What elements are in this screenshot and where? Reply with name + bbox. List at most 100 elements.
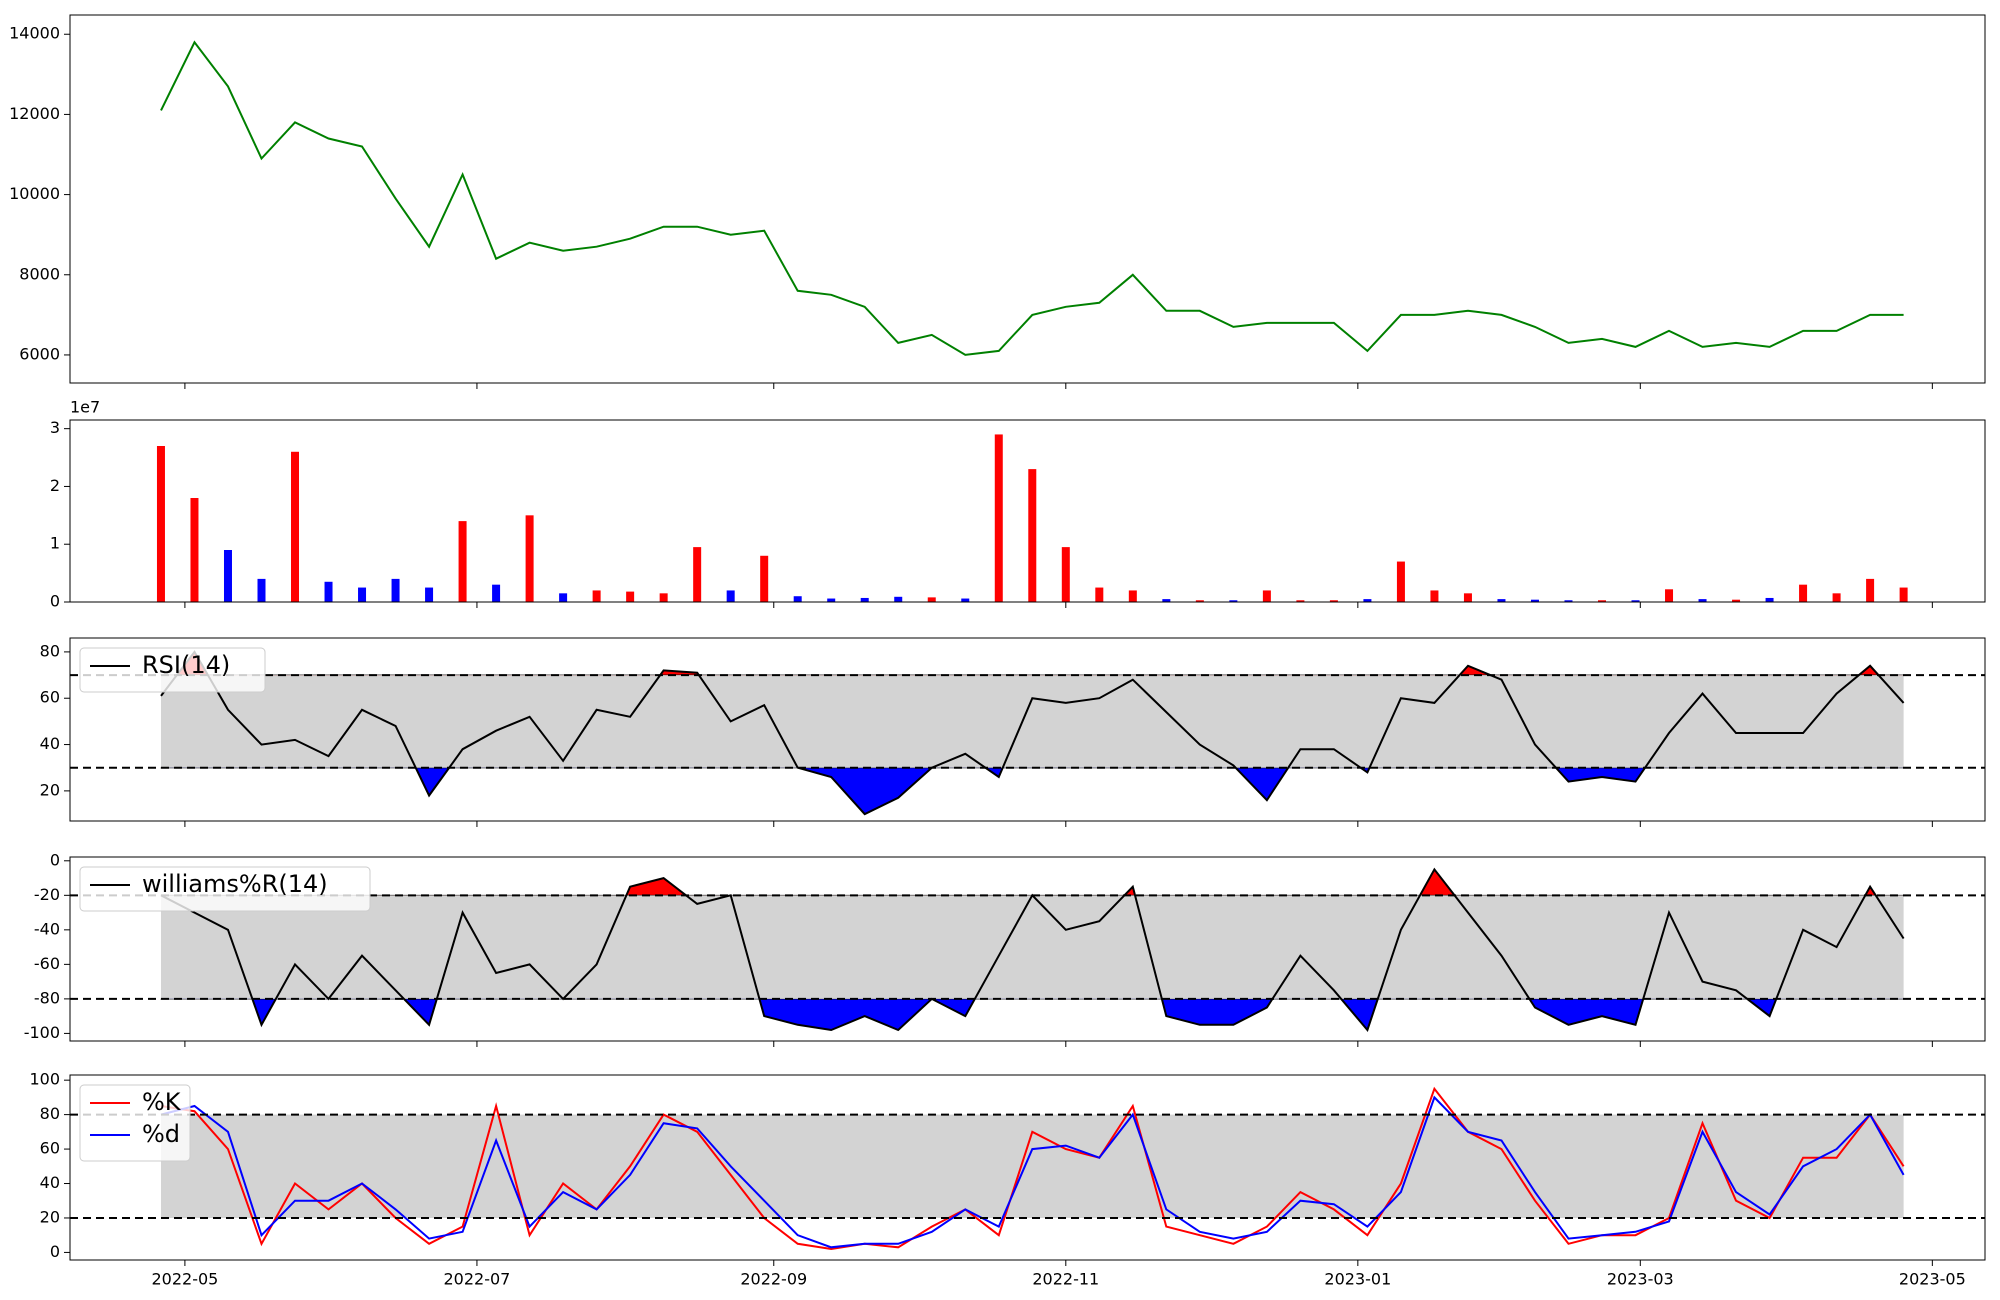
plot-area xyxy=(156,434,1908,602)
y-tick-label: 80 xyxy=(40,641,60,660)
volume-bar xyxy=(793,596,802,602)
axes-frame xyxy=(69,637,1986,822)
y-tick-label: 60 xyxy=(40,688,60,707)
volume-bar xyxy=(726,590,735,602)
legend-label: %K xyxy=(142,1088,182,1116)
y-tick-label: 0 xyxy=(50,592,60,611)
volume-bar xyxy=(1463,593,1472,602)
volume-bar xyxy=(961,598,970,602)
series-line xyxy=(160,40,1904,356)
axes-frame xyxy=(69,856,1986,1042)
volume-bar xyxy=(1396,561,1405,602)
y-tick-label: -100 xyxy=(24,1023,60,1042)
volume-bar xyxy=(1665,589,1674,602)
volume-bar xyxy=(927,597,936,602)
y-tick-label: 100 xyxy=(29,1070,60,1089)
volume-bar xyxy=(391,578,400,602)
volume-bar xyxy=(1732,599,1741,602)
volume-bar xyxy=(1631,600,1640,602)
volume-bar xyxy=(693,547,702,602)
axes-frame xyxy=(69,14,1986,384)
legend-label: %d xyxy=(142,1120,180,1148)
volume-bar xyxy=(458,521,467,602)
y-tick-label: -80 xyxy=(34,988,60,1007)
y-tick-label: -60 xyxy=(34,954,60,973)
volume-bar xyxy=(1162,599,1171,602)
volume-bar xyxy=(1497,599,1506,602)
legend-box xyxy=(79,647,266,693)
legend: williams%R(14) xyxy=(79,866,371,912)
volume-bar xyxy=(492,584,501,602)
y-tick-label: 20 xyxy=(40,1207,60,1226)
y-tick-label: -20 xyxy=(34,885,60,904)
volume-bar xyxy=(1095,587,1104,602)
legend-label: RSI(14) xyxy=(142,651,230,679)
volume-bar xyxy=(257,578,266,602)
y-offset-label: 1e7 xyxy=(70,398,100,417)
plot-area xyxy=(160,40,1904,356)
volume-bar xyxy=(1262,590,1271,602)
volume-bar xyxy=(860,597,869,602)
volume-bar xyxy=(1799,584,1808,602)
volume-bar xyxy=(324,581,333,602)
volume-bar xyxy=(894,596,903,602)
volume-bar xyxy=(626,591,635,602)
series-line xyxy=(160,1095,1905,1249)
volume-bar xyxy=(592,590,601,602)
volume-bar xyxy=(1028,469,1037,602)
legend-label: williams%R(14) xyxy=(142,870,328,898)
volume-bar xyxy=(358,587,367,602)
volume-bar xyxy=(425,587,434,602)
volume-bar xyxy=(1128,590,1137,602)
volume-bar xyxy=(190,498,199,602)
y-tick-label: 8000 xyxy=(19,264,60,283)
volume-bar xyxy=(760,555,769,602)
x-tick-label: 2022-07 xyxy=(444,1270,511,1289)
x-tick-label: 2023-01 xyxy=(1324,1270,1391,1289)
x-tick-label: 2022-05 xyxy=(151,1270,218,1289)
x-tick-label: 2022-09 xyxy=(740,1270,807,1289)
volume-bar xyxy=(1329,600,1338,602)
series-line xyxy=(160,650,1905,816)
threshold-band xyxy=(160,1114,1904,1218)
y-tick-label: 40 xyxy=(40,1173,60,1192)
y-tick-label: 2 xyxy=(50,476,60,495)
axes-frame xyxy=(69,1074,1986,1261)
series-line xyxy=(160,1086,1905,1251)
x-tick-label: 2023-05 xyxy=(1899,1270,1966,1289)
y-tick-label: 40 xyxy=(40,734,60,753)
overbought-fill xyxy=(160,650,1905,676)
volume-bar xyxy=(1765,597,1774,602)
y-tick-label: 3 xyxy=(50,418,60,437)
volume-bar xyxy=(291,451,300,602)
volume-bar xyxy=(156,446,165,602)
y-tick-label: 60 xyxy=(40,1139,60,1158)
y-tick-label: -40 xyxy=(34,919,60,938)
volume-bar xyxy=(827,598,836,602)
volume-bar xyxy=(1832,593,1841,602)
threshold-band xyxy=(160,895,1904,999)
y-tick-label: 10000 xyxy=(9,184,60,203)
volume-bar xyxy=(1698,599,1707,602)
volume-bar xyxy=(223,550,232,602)
volume-bar xyxy=(559,593,568,602)
volume-bar xyxy=(1296,600,1305,602)
threshold-band xyxy=(160,675,1904,768)
volume-bar xyxy=(1061,547,1070,602)
volume-bar xyxy=(1195,600,1204,602)
volume-bar xyxy=(525,515,534,602)
y-tick-label: 1 xyxy=(50,534,60,553)
legend-box xyxy=(79,866,371,912)
volume-bar xyxy=(1564,600,1573,602)
legend: RSI(14) xyxy=(79,647,266,693)
y-tick-label: 20 xyxy=(40,780,60,799)
volume-bar xyxy=(1899,587,1908,602)
volume-bar xyxy=(994,434,1003,602)
plot-area xyxy=(160,650,1905,816)
overbought-fill xyxy=(160,868,1905,896)
axes-frame xyxy=(69,419,1986,603)
volume-bar xyxy=(1598,600,1606,602)
volume-bar xyxy=(1229,600,1238,602)
y-tick-label: 6000 xyxy=(19,344,60,363)
